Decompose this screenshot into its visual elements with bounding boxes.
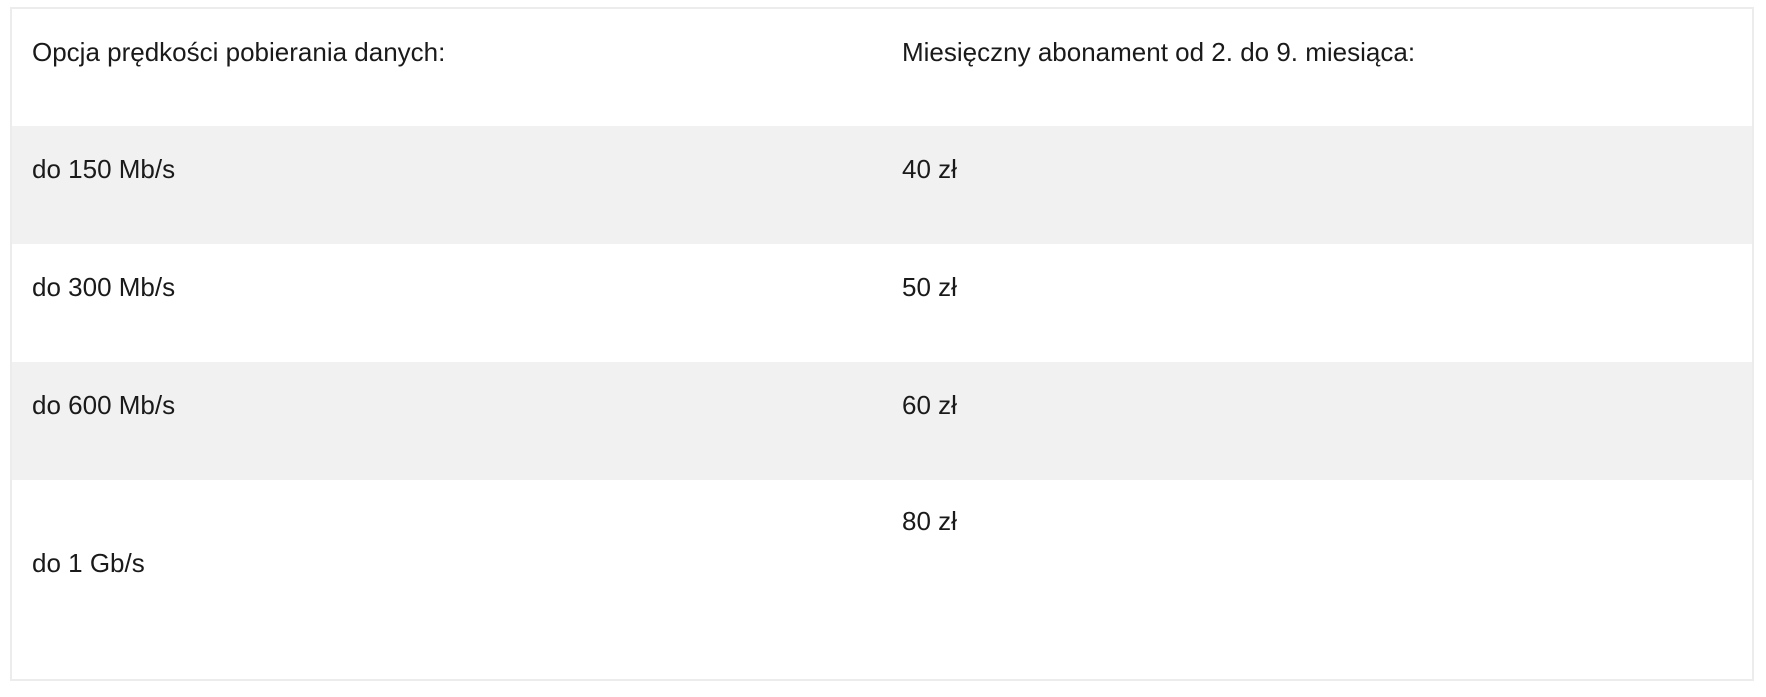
table-row: do 150 Mb/s 40 zł — [12, 126, 1752, 244]
table-row: do 300 Mb/s 50 zł — [12, 244, 1752, 362]
pricing-table: Opcja prędkości pobierania danych: Miesi… — [10, 7, 1754, 681]
table-row: do 600 Mb/s 60 zł — [12, 362, 1752, 480]
price-cell: 40 zł — [902, 154, 957, 184]
speed-cell: do 300 Mb/s — [32, 272, 176, 302]
header-price: Miesięczny abonament od 2. do 9. miesiąc… — [902, 37, 1416, 67]
speed-cell: do 600 Mb/s — [32, 390, 176, 420]
header-speed: Opcja prędkości pobierania danych: — [32, 37, 446, 67]
price-cell: 50 zł — [902, 272, 957, 302]
price-cell: 80 zł — [902, 506, 957, 536]
table-row: do 1 Gb/s 80 zł — [12, 480, 1752, 681]
table-header-row: Opcja prędkości pobierania danych: Miesi… — [12, 9, 1752, 128]
price-cell: 60 zł — [902, 390, 957, 420]
speed-cell: do 150 Mb/s — [32, 154, 176, 184]
speed-cell: do 1 Gb/s — [32, 548, 145, 578]
